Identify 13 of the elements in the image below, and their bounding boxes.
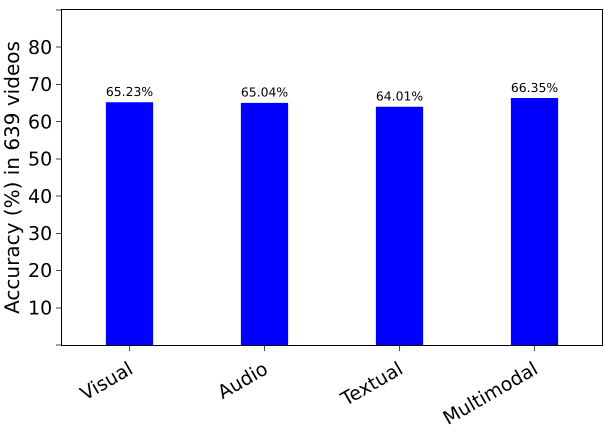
data-label: 65.04% (240, 86, 288, 100)
y-axis-title: Accuracy (%) in 639 videos (0, 41, 24, 314)
y-tick-label: 40 (28, 186, 52, 208)
data-label: 66.35% (510, 80, 558, 95)
y-tick-label: 60 (28, 111, 52, 134)
y-tick-label: 50 (28, 148, 52, 171)
data-label: 64.01% (376, 88, 424, 104)
y-tick-label: 20 (28, 260, 52, 282)
y-tick-label: 30 (28, 222, 52, 245)
data-label: 65.23% (106, 84, 154, 99)
y-tick-label: 70 (28, 74, 52, 96)
y-tick-label: 10 (28, 297, 52, 320)
y-tick-label: 80 (28, 36, 52, 59)
